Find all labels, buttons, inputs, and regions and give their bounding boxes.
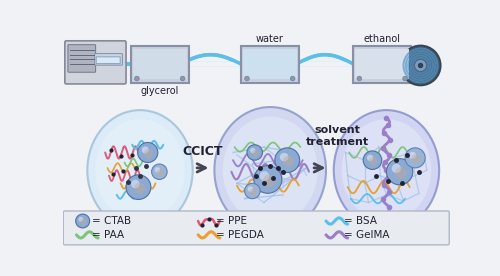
Ellipse shape bbox=[334, 110, 439, 230]
Circle shape bbox=[144, 149, 154, 158]
FancyBboxPatch shape bbox=[65, 41, 126, 84]
Circle shape bbox=[154, 167, 160, 172]
Text: = GelMA: = GelMA bbox=[344, 230, 390, 240]
FancyBboxPatch shape bbox=[94, 54, 122, 65]
Circle shape bbox=[80, 219, 86, 225]
Circle shape bbox=[152, 164, 167, 179]
Circle shape bbox=[250, 148, 256, 153]
Text: glycerol: glycerol bbox=[140, 86, 179, 96]
Circle shape bbox=[409, 152, 416, 159]
Text: = PAA: = PAA bbox=[92, 230, 124, 240]
Circle shape bbox=[275, 148, 299, 172]
Ellipse shape bbox=[88, 110, 192, 230]
Ellipse shape bbox=[214, 107, 326, 233]
FancyBboxPatch shape bbox=[243, 49, 296, 79]
Text: ethanol: ethanol bbox=[364, 34, 401, 44]
Circle shape bbox=[250, 188, 256, 195]
Circle shape bbox=[142, 147, 149, 153]
Circle shape bbox=[400, 46, 440, 86]
Circle shape bbox=[244, 76, 250, 81]
Circle shape bbox=[402, 76, 407, 81]
Circle shape bbox=[412, 154, 420, 163]
Circle shape bbox=[244, 183, 260, 199]
Circle shape bbox=[126, 175, 151, 200]
Circle shape bbox=[180, 76, 185, 81]
FancyBboxPatch shape bbox=[241, 46, 299, 83]
Circle shape bbox=[248, 186, 253, 192]
Circle shape bbox=[263, 174, 276, 187]
Circle shape bbox=[252, 150, 259, 157]
Circle shape bbox=[290, 76, 295, 81]
Ellipse shape bbox=[342, 119, 431, 221]
Circle shape bbox=[134, 76, 139, 81]
FancyBboxPatch shape bbox=[130, 46, 189, 83]
Circle shape bbox=[386, 159, 413, 185]
Circle shape bbox=[367, 155, 374, 161]
Circle shape bbox=[418, 63, 423, 68]
Circle shape bbox=[138, 142, 158, 163]
Text: = CTAB: = CTAB bbox=[92, 216, 131, 226]
Circle shape bbox=[156, 169, 164, 176]
Ellipse shape bbox=[95, 119, 185, 221]
FancyBboxPatch shape bbox=[64, 211, 449, 245]
Circle shape bbox=[280, 153, 288, 161]
Circle shape bbox=[78, 217, 84, 222]
FancyBboxPatch shape bbox=[356, 49, 409, 79]
Circle shape bbox=[357, 76, 362, 81]
Text: = BSA: = BSA bbox=[344, 216, 377, 226]
Circle shape bbox=[369, 157, 378, 165]
Circle shape bbox=[363, 151, 382, 169]
Circle shape bbox=[283, 156, 294, 167]
Circle shape bbox=[260, 171, 270, 181]
Circle shape bbox=[392, 164, 401, 173]
Text: water: water bbox=[256, 34, 284, 44]
Circle shape bbox=[131, 180, 140, 188]
Circle shape bbox=[134, 183, 145, 194]
Circle shape bbox=[247, 145, 262, 160]
Circle shape bbox=[76, 214, 90, 228]
FancyBboxPatch shape bbox=[353, 46, 411, 83]
Text: = PEGDA: = PEGDA bbox=[216, 230, 264, 240]
Text: solvent
treatment: solvent treatment bbox=[306, 125, 369, 147]
FancyBboxPatch shape bbox=[68, 45, 96, 72]
Ellipse shape bbox=[223, 116, 318, 224]
Text: CCICT: CCICT bbox=[182, 145, 223, 158]
FancyBboxPatch shape bbox=[133, 49, 186, 79]
FancyBboxPatch shape bbox=[96, 57, 120, 63]
Text: = PPE: = PPE bbox=[216, 216, 247, 226]
Circle shape bbox=[395, 167, 407, 179]
Circle shape bbox=[405, 148, 425, 168]
Circle shape bbox=[254, 166, 282, 193]
Circle shape bbox=[414, 59, 427, 71]
